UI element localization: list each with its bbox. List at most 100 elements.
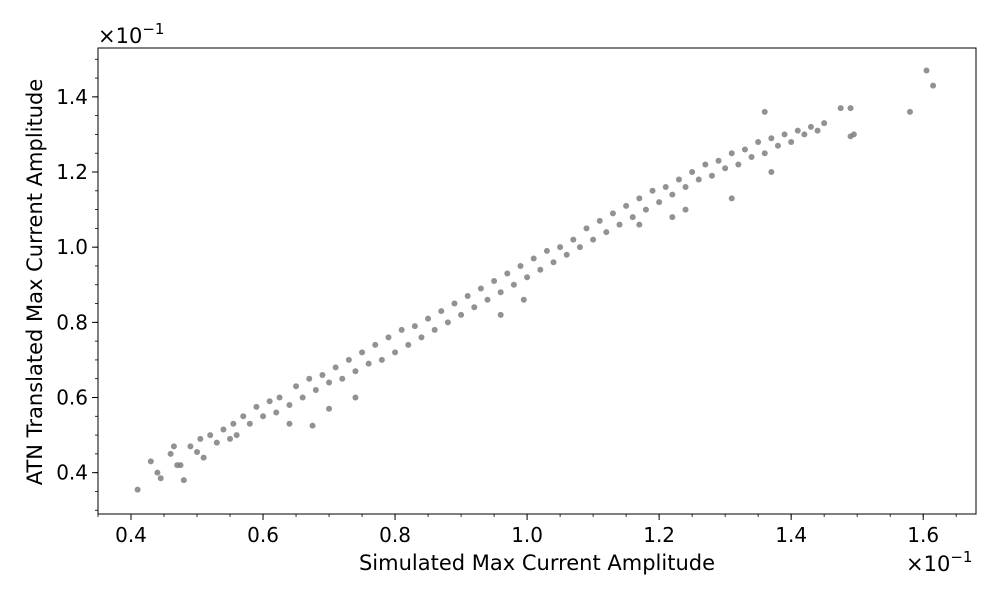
- data-point: [326, 405, 333, 412]
- data-point: [524, 274, 531, 281]
- data-point: [339, 375, 346, 382]
- data-point: [170, 443, 177, 450]
- y-tick-label: 1.4: [56, 85, 88, 109]
- data-point: [662, 184, 669, 191]
- data-point: [517, 262, 524, 269]
- data-point: [557, 244, 564, 251]
- data-point: [837, 105, 844, 112]
- data-point: [157, 475, 164, 482]
- data-point: [220, 426, 227, 433]
- data-point: [276, 394, 283, 401]
- data-point: [200, 454, 207, 461]
- data-point: [378, 356, 385, 363]
- data-point: [444, 319, 451, 326]
- data-point: [669, 191, 676, 198]
- data-point: [154, 469, 161, 476]
- y-tick-label: 0.4: [56, 461, 88, 485]
- y-tick-label: 1.2: [56, 160, 88, 184]
- data-point: [695, 176, 702, 183]
- data-point: [801, 131, 808, 138]
- data-point: [563, 251, 570, 258]
- data-point: [177, 462, 184, 469]
- data-point: [372, 341, 379, 348]
- data-point: [233, 432, 240, 439]
- data-point: [398, 326, 405, 333]
- data-point: [682, 184, 689, 191]
- data-point: [187, 443, 194, 450]
- data-point: [253, 403, 260, 410]
- data-point: [656, 199, 663, 206]
- data-point: [616, 221, 623, 228]
- data-point: [689, 169, 696, 176]
- x-multiplier-base: ×10: [906, 552, 950, 576]
- x-tick-label: 1.2: [643, 523, 675, 547]
- data-point: [431, 326, 438, 333]
- data-point: [240, 413, 247, 420]
- data-point: [306, 375, 313, 382]
- x-axis-label: Simulated Max Current Amplitude: [359, 551, 715, 575]
- data-point: [576, 244, 583, 251]
- data-point: [642, 206, 649, 213]
- data-point: [359, 349, 366, 356]
- data-point: [906, 108, 913, 115]
- data-point: [207, 432, 214, 439]
- data-point: [761, 150, 768, 157]
- data-point: [497, 311, 504, 318]
- data-point: [365, 360, 372, 367]
- data-point: [636, 221, 643, 228]
- data-point: [715, 157, 722, 164]
- points-layer: [134, 67, 937, 493]
- x-tick-label: 0.8: [379, 523, 411, 547]
- data-point: [735, 161, 742, 168]
- data-point: [425, 315, 432, 322]
- data-point: [392, 349, 399, 356]
- data-point: [850, 131, 857, 138]
- data-point: [748, 153, 755, 160]
- data-point: [484, 296, 491, 303]
- data-point: [352, 368, 359, 375]
- x-tick-label: 1.0: [511, 523, 543, 547]
- data-point: [623, 202, 630, 209]
- data-point: [761, 108, 768, 115]
- y-tick-label: 0.6: [56, 386, 88, 410]
- y-multiplier-base: ×10: [98, 24, 142, 48]
- data-point: [134, 486, 141, 493]
- data-point: [147, 458, 154, 465]
- x-axis-multiplier: ×10−1: [906, 548, 972, 576]
- data-point: [794, 127, 801, 134]
- data-point: [260, 413, 267, 420]
- data-point: [464, 293, 471, 300]
- data-point: [636, 195, 643, 202]
- data-point: [781, 131, 788, 138]
- data-point: [583, 225, 590, 232]
- x-tick-label: 1.6: [907, 523, 939, 547]
- data-point: [180, 477, 187, 484]
- data-point: [504, 270, 511, 277]
- x-tick-label: 1.4: [775, 523, 807, 547]
- data-point: [741, 146, 748, 153]
- data-point: [728, 195, 735, 202]
- data-point: [227, 435, 234, 442]
- data-point: [774, 142, 781, 149]
- data-point: [590, 236, 597, 243]
- data-point: [197, 435, 204, 442]
- data-point: [246, 420, 253, 427]
- data-point: [497, 289, 504, 296]
- data-point: [230, 420, 237, 427]
- data-point: [309, 422, 316, 429]
- data-point: [755, 138, 762, 145]
- data-point: [682, 206, 689, 213]
- data-point: [451, 300, 458, 307]
- data-point: [537, 266, 544, 273]
- data-point: [603, 229, 610, 236]
- y-tick-label: 1.0: [56, 235, 88, 259]
- data-point: [273, 409, 280, 416]
- data-point: [352, 394, 359, 401]
- data-point: [675, 176, 682, 183]
- data-point: [520, 296, 527, 303]
- axes-layer: [97, 47, 977, 515]
- x-tick-label: 0.4: [115, 523, 147, 547]
- data-point: [213, 439, 220, 446]
- data-point: [458, 311, 465, 318]
- x-multiplier-exponent: −1: [950, 548, 972, 566]
